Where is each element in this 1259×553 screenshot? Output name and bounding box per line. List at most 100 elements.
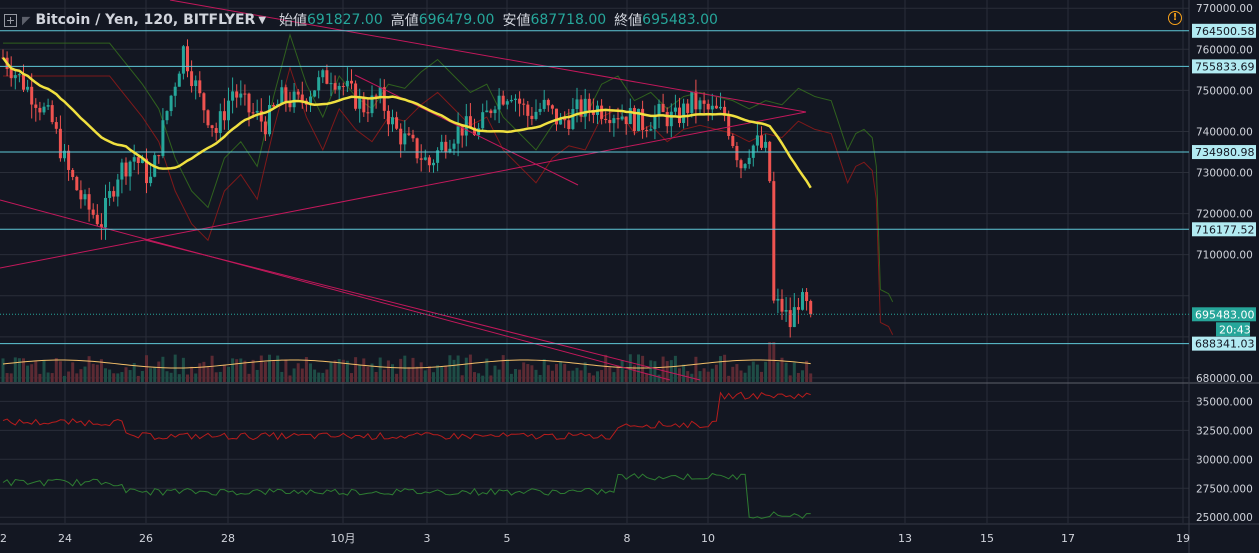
volume-bar — [743, 372, 747, 382]
volume-bar — [596, 371, 599, 382]
volume-bar — [534, 369, 538, 382]
candle-body — [702, 100, 706, 104]
candle-body — [9, 68, 13, 79]
volume-bar — [505, 359, 509, 382]
horizontal-level-label: 716177.52 — [1195, 223, 1255, 236]
candle-body — [526, 104, 530, 116]
volume-bar — [710, 368, 714, 382]
candle-body — [104, 197, 107, 228]
candle-body — [645, 129, 649, 131]
alert-icon[interactable]: ! — [1168, 11, 1182, 25]
volume-bar — [731, 366, 735, 382]
volume-bar — [87, 356, 91, 382]
volume-bar — [550, 370, 554, 382]
candle-body — [723, 106, 727, 116]
candle-body — [427, 157, 431, 166]
volume-bar — [67, 371, 71, 382]
horizontal-level-label: 734980.98 — [1195, 146, 1255, 159]
flag-icon[interactable]: ◤ — [22, 13, 31, 27]
candle-body — [678, 107, 681, 124]
horizontal-level-tag — [1192, 145, 1256, 160]
volume-bar — [587, 372, 591, 382]
volume-bar — [518, 369, 522, 382]
volume-bar — [555, 364, 558, 382]
candle-body — [173, 86, 177, 96]
volume-bar — [370, 363, 374, 382]
volume-bar — [272, 361, 276, 382]
volume-bars — [1, 342, 813, 382]
horizontal-level-label: 688341.03 — [1195, 338, 1255, 351]
volume-bar — [34, 361, 38, 382]
close-label: 終値 — [614, 13, 643, 29]
candle-body — [792, 307, 796, 328]
indicator-upper-line — [2, 391, 811, 441]
cloud-span-a — [3, 33, 894, 303]
volume-bar — [227, 366, 230, 382]
candle-body — [764, 141, 768, 148]
candle-body — [284, 87, 288, 103]
candle-body — [481, 112, 485, 129]
volume-bar — [559, 361, 563, 382]
trend-line — [354, 74, 579, 186]
volume-bar — [702, 368, 706, 382]
low-value: 687718.00 — [530, 12, 607, 28]
candle-body — [46, 105, 50, 107]
candle-body — [243, 93, 247, 95]
candle-body — [75, 176, 79, 191]
volume-bar — [768, 342, 772, 382]
volume-bar — [407, 367, 411, 382]
volume-bar — [345, 360, 349, 382]
horizontal-level-label: 755833.69 — [1195, 60, 1255, 73]
candle-body — [108, 191, 112, 198]
candle-body — [801, 292, 804, 310]
countdown-tag — [1216, 322, 1250, 337]
candle-body — [612, 118, 616, 124]
volume-bar — [161, 356, 165, 382]
volume-bar — [571, 370, 575, 382]
volume-bar — [395, 373, 399, 382]
candle-body — [628, 107, 632, 125]
candle-body — [624, 116, 628, 125]
volume-bar — [575, 367, 579, 382]
candle-body — [362, 97, 366, 113]
candle-body — [337, 85, 341, 90]
volume-bar — [255, 369, 259, 382]
volume-bar — [259, 355, 263, 382]
volume-bar — [501, 355, 505, 382]
candle-body — [600, 105, 604, 119]
candle-body — [288, 102, 292, 108]
candle-body — [341, 85, 345, 87]
candle-body — [386, 110, 390, 125]
candle-body — [575, 99, 579, 110]
candle-body — [456, 126, 460, 144]
volume-bar — [325, 369, 329, 382]
candle-body — [423, 157, 427, 160]
candle-body — [218, 111, 222, 133]
chevron-down-icon[interactable]: ▼ — [258, 14, 267, 26]
volume-bar — [809, 373, 813, 382]
volume-bar — [747, 365, 751, 382]
volume-bar — [300, 368, 304, 382]
candle-body — [87, 194, 91, 210]
candle-body — [620, 116, 624, 120]
volume-bar — [58, 361, 62, 382]
volume-bar — [218, 371, 222, 382]
indicator-lines — [1, 57, 812, 519]
indicator-axis-tick-label: 25000.000 — [1196, 512, 1253, 524]
candle-body — [157, 155, 161, 157]
symbol-title[interactable]: Bitcoin / Yen, 120, BITFLYER — [35, 12, 256, 28]
volume-bar — [612, 372, 616, 382]
price-axis-tick-label: 760000.00 — [1196, 44, 1253, 56]
expand-icon[interactable] — [4, 13, 17, 27]
candle-body — [382, 87, 386, 111]
volume-bar — [235, 359, 239, 382]
candle-body — [391, 117, 394, 125]
volume-bar — [288, 375, 292, 382]
volume-bar — [673, 355, 677, 382]
indicator-axis-tick-label: 32500.000 — [1196, 425, 1253, 437]
candle-body — [95, 214, 99, 225]
low-label: 安値 — [502, 13, 531, 29]
volume-bar — [485, 358, 489, 382]
candle-body — [755, 135, 759, 146]
